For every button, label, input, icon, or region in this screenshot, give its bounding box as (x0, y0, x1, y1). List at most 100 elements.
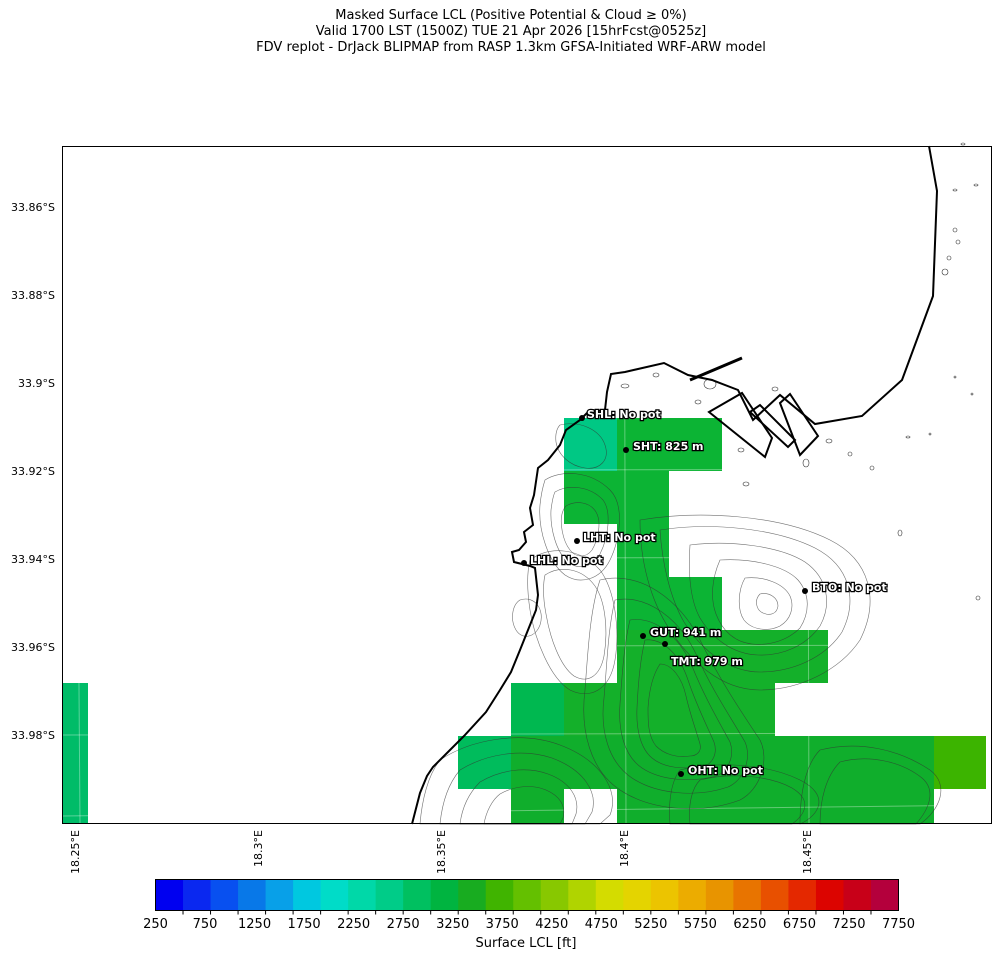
colorbar-swatch (348, 879, 377, 911)
site-label-tmt: TMT: 979 m (671, 655, 743, 668)
colorbar-swatch (705, 879, 734, 911)
lcl-cell (458, 736, 511, 789)
colorbar-swatch (320, 879, 349, 911)
lcl-cell (511, 736, 934, 789)
colorbar-swatch (733, 879, 762, 911)
colorbar-swatch (265, 879, 294, 911)
colorbar-swatch (403, 879, 432, 911)
colorbar-swatch (870, 879, 899, 911)
colorbar-swatch (210, 879, 239, 911)
colorbar-tick-label: 6750 (782, 917, 816, 932)
colorbar (155, 879, 899, 911)
colorbar-tick-label: 250 (143, 917, 168, 932)
lcl-cell (617, 577, 722, 630)
lcl-cell (617, 418, 722, 471)
site-label-bto: BTO: No pot (812, 581, 887, 594)
colorbar-tick-label: 2250 (337, 917, 371, 932)
site-label-lht: LHT: No pot (583, 531, 656, 544)
lat-label: 33.9°S (18, 377, 55, 390)
site-markers (521, 415, 808, 777)
site-marker-lhl (521, 560, 527, 566)
colorbar-tick-label: 4750 (584, 917, 618, 932)
colorbar-tick-label: 6250 (733, 917, 767, 932)
site-marker-shl (579, 415, 585, 421)
map-frame (62, 146, 992, 824)
colorbar-tick-label: 4250 (535, 917, 569, 932)
colorbar-tick-label: 2750 (386, 917, 420, 932)
site-marker-sht (623, 447, 629, 453)
colorbar-tick-label: 3250 (436, 917, 470, 932)
colorbar-tick-label: 750 (192, 917, 218, 932)
lcl-cell (617, 630, 828, 683)
colorbar-swatch (430, 879, 459, 911)
site-marker-bto (802, 588, 808, 594)
colorbar-swatch (568, 879, 597, 911)
colorbar-tick-label: 1250 (238, 917, 272, 932)
lcl-cell (564, 683, 775, 736)
lcl-cells (62, 418, 986, 824)
site-marker-tmt (662, 641, 668, 647)
site-label-gut: GUT: 941 m (650, 626, 721, 639)
lat-label: 33.92°S (11, 465, 55, 478)
colorbar-swatch (843, 879, 872, 911)
colorbar-swatch (678, 879, 707, 911)
colorbar-tick-marks (182, 910, 872, 915)
colorbar-swatch (650, 879, 679, 911)
colorbar-swatch (815, 879, 844, 911)
lat-label: 33.94°S (11, 553, 55, 566)
site-labels: SHL: No pot SHT: 825 m LHT: No pot LHL: … (529, 407, 888, 779)
harbour-outline (707, 391, 820, 459)
site-label-sht: SHT: 825 m (633, 440, 704, 453)
colorbar-tick-label: 1750 (287, 917, 321, 932)
lat-label: 33.88°S (11, 289, 55, 302)
colorbar-label: Surface LCL [ft] (475, 936, 577, 951)
lon-label: 18.4°E (618, 830, 631, 867)
site-marker-oht (678, 771, 684, 777)
lcl-cell (511, 683, 564, 736)
lat-label: 33.98°S (11, 729, 55, 742)
lcl-cell (564, 418, 617, 471)
colorbar-swatch (788, 879, 817, 911)
breakwater (689, 356, 743, 382)
site-label-lhl: LHL: No pot (530, 554, 603, 567)
colorbar-tick-label: 7750 (881, 917, 916, 932)
colorbar-swatch (293, 879, 322, 911)
coastline (411, 145, 939, 825)
lat-label: 33.96°S (11, 641, 55, 654)
lon-label: 18.25°E (69, 830, 82, 874)
colorbar-swatch (155, 879, 184, 911)
colorbar-swatch (760, 879, 789, 911)
colorbar-swatch (623, 879, 652, 911)
colorbar-tick-label: 3750 (485, 917, 519, 932)
graticule (61, 145, 993, 825)
colorbar-swatch (458, 879, 487, 911)
colorbar-swatch (595, 879, 624, 911)
lat-label: 33.86°S (11, 201, 55, 214)
lcl-cell (511, 789, 564, 824)
map-subtitle-source: FDV replot - DrJack BLIPMAP from RASP 1.… (256, 40, 766, 55)
terrain-contours (419, 423, 942, 825)
colorbar-swatch (183, 879, 212, 911)
colorbar-tick-label: 7250 (832, 917, 866, 932)
islets (620, 142, 981, 601)
colorbar-swatch (513, 879, 542, 911)
colorbar-swatch (485, 879, 514, 911)
lon-label: 18.35°E (435, 830, 448, 874)
map-subtitle-valid: Valid 1700 LST (1500Z) TUE 21 Apr 2026 [… (315, 24, 707, 39)
colorbar-tick-label: 5250 (634, 917, 668, 932)
site-label-shl: SHL: No pot (587, 408, 661, 421)
colorbar-swatch (238, 879, 267, 911)
lon-label: 18.45°E (801, 830, 814, 874)
lcl-cell (62, 683, 88, 824)
site-marker-gut (640, 633, 646, 639)
colorbar-tick-label: 5750 (683, 917, 717, 932)
colorbar-frame (155, 879, 899, 911)
lon-label: 18.3°E (252, 830, 265, 867)
lcl-cell (564, 471, 669, 524)
lcl-cell (934, 736, 986, 789)
map-title: Masked Surface LCL (Positive Potential &… (335, 8, 687, 23)
colorbar-swatch (375, 879, 404, 911)
site-marker-lht (574, 538, 580, 544)
site-label-oht: OHT: No pot (688, 764, 763, 777)
